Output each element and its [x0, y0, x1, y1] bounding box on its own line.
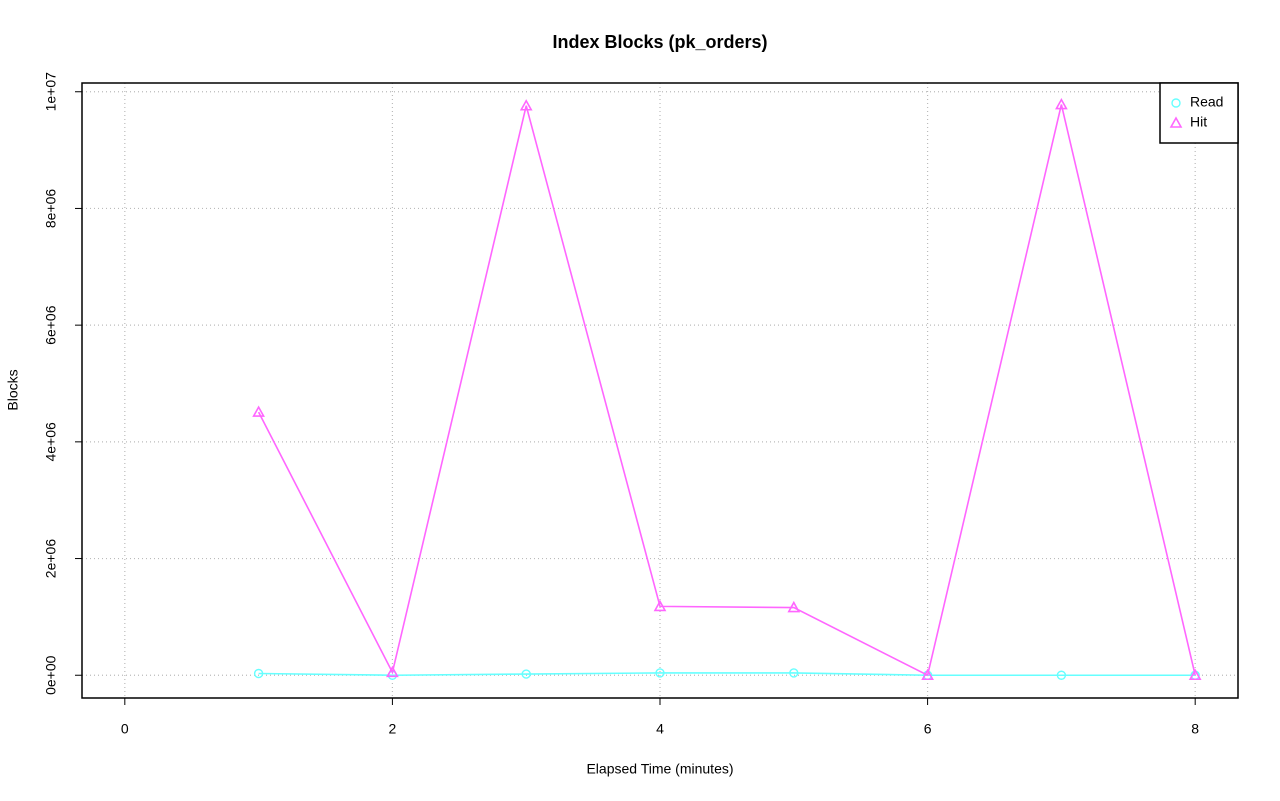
legend-marker — [1169, 116, 1183, 128]
data-point — [653, 599, 667, 612]
y-tick-label: 1e+07 — [43, 72, 59, 112]
y-tick-label: 8e+06 — [43, 189, 59, 229]
data-point — [921, 668, 934, 681]
y-axis-label: Blocks — [5, 369, 21, 410]
data-point — [519, 99, 533, 111]
y-tick-label: 4e+06 — [43, 422, 59, 462]
x-tick-label: 0 — [121, 721, 129, 737]
data-point — [789, 668, 799, 678]
data-point — [386, 665, 399, 678]
legend-label: Read — [1190, 94, 1223, 110]
data-point — [253, 668, 264, 679]
data-point — [1055, 97, 1068, 110]
data-point — [655, 668, 665, 678]
data-point — [252, 405, 265, 417]
x-axis-label: Elapsed Time (minutes) — [586, 761, 733, 777]
x-tick-label: 4 — [656, 721, 664, 737]
data-point — [521, 669, 531, 679]
plot-frame — [81, 82, 1239, 699]
legend-marker — [1171, 98, 1181, 108]
data-point — [787, 600, 801, 613]
x-tick-label: 6 — [924, 721, 932, 737]
data-point — [1056, 670, 1067, 680]
y-tick-label: 0e+00 — [43, 655, 59, 695]
x-tick-label: 8 — [1191, 721, 1199, 737]
series-line — [258, 672, 1196, 677]
chart-title: Index Blocks (pk_orders) — [552, 32, 767, 52]
series-line — [257, 104, 1196, 677]
legend-box — [1159, 82, 1239, 144]
x-tick-label: 2 — [389, 721, 397, 737]
y-tick-label: 2e+06 — [43, 539, 59, 579]
legend-label: Hit — [1190, 114, 1207, 130]
data-point — [1188, 668, 1202, 681]
y-tick-label: 6e+06 — [43, 305, 59, 345]
